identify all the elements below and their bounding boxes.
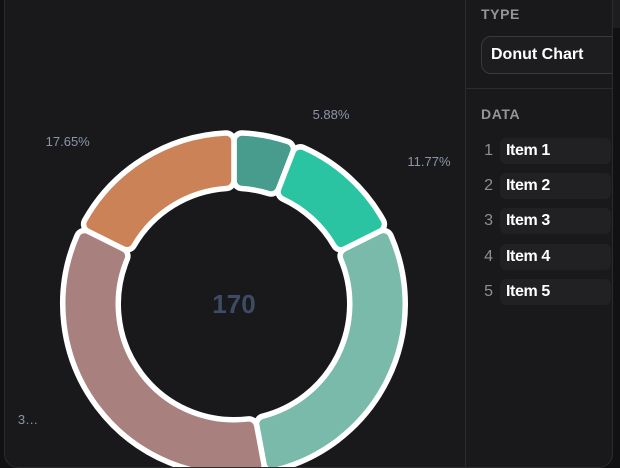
svg-text:3…: 3…: [18, 412, 38, 427]
svg-text:11.77%: 11.77%: [407, 154, 451, 169]
svg-text:170: 170: [212, 289, 255, 319]
svg-text:5.88%: 5.88%: [313, 107, 350, 122]
svg-text:17.65%: 17.65%: [46, 134, 91, 149]
